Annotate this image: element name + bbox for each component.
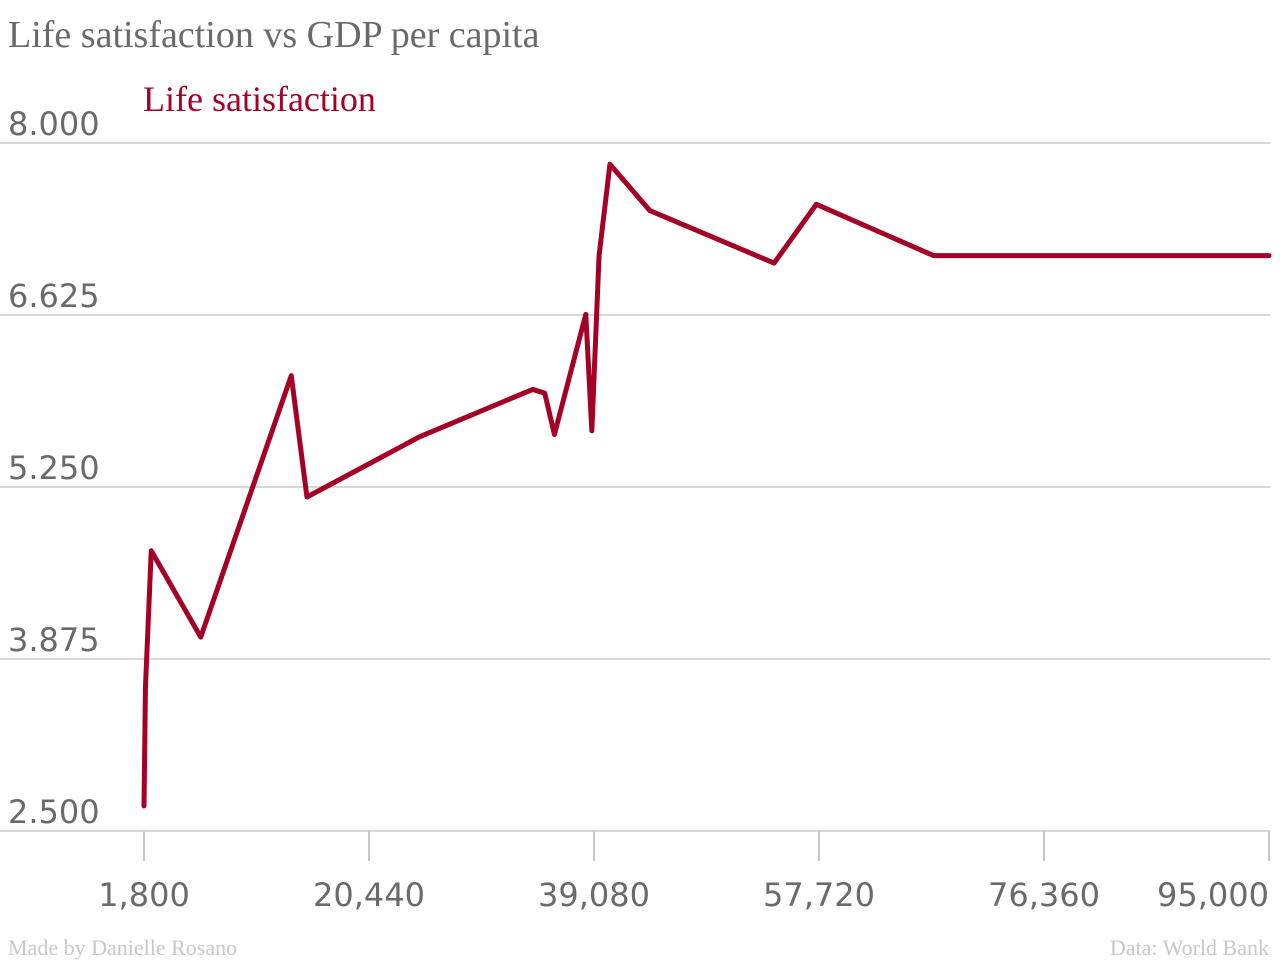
y-tick-label: 8.000 (8, 105, 100, 143)
x-axis-labels: 1,800 20,440 39,080 57,720 76,360 95,000 (98, 876, 1269, 914)
y-tick-label: 2.500 (8, 793, 100, 831)
x-tick-label: 39,080 (538, 876, 650, 914)
x-tick-label: 76,360 (988, 876, 1100, 914)
x-axis (143, 831, 1270, 861)
x-tick-label: 20,440 (313, 876, 425, 914)
series-line-life-satisfaction (141, 161, 1272, 809)
y-tick-label: 3.875 (8, 621, 100, 659)
y-tick-label: 5.250 (8, 449, 100, 487)
legend: Life satisfaction (143, 79, 376, 119)
footer-source: Data: World Bank (1110, 935, 1269, 960)
x-tick-label: 57,720 (763, 876, 875, 914)
x-tick-label: 95,000 (1157, 876, 1269, 914)
y-tick-label: 6.625 (8, 277, 100, 315)
x-tick-label: 1,800 (98, 876, 190, 914)
footer-credit: Made by Danielle Rosano (8, 935, 237, 960)
chart-title: Life satisfaction vs GDP per capita (8, 14, 540, 56)
legend-entry-life-satisfaction: Life satisfaction (143, 79, 376, 119)
series-layer (141, 161, 1272, 809)
y-axis-labels: 2.500 3.875 5.250 6.625 8.000 (8, 105, 100, 831)
y-gridlines (0, 142, 1270, 832)
